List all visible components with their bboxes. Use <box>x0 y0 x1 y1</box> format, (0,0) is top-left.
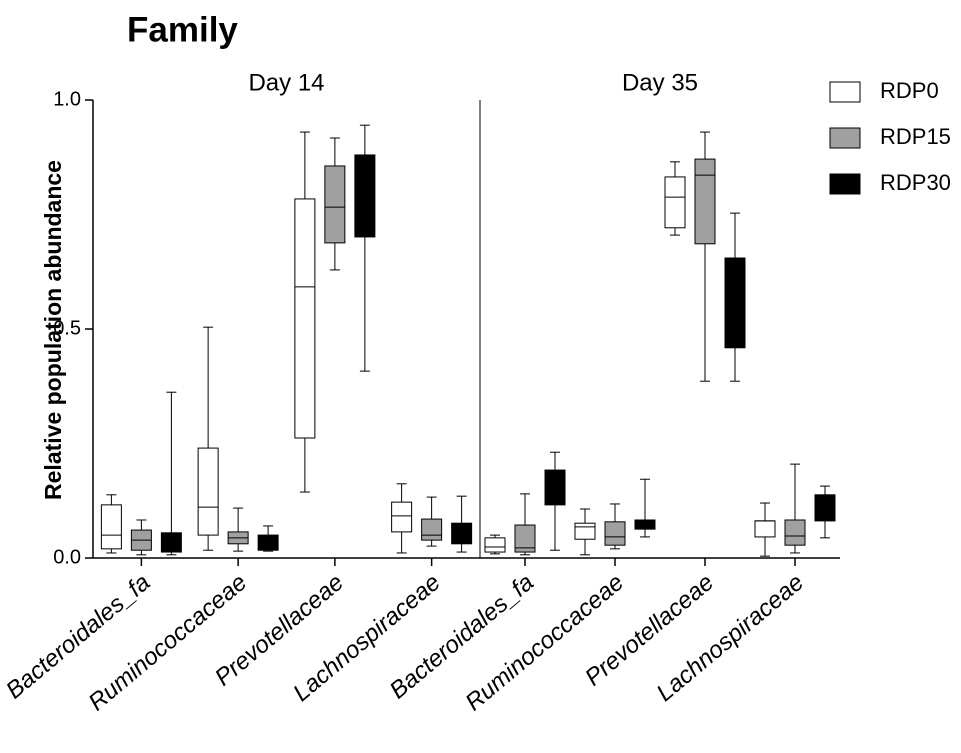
box <box>634 519 656 530</box>
y-tick-label: 1.0 <box>53 88 81 110</box>
box <box>514 524 536 553</box>
legend-swatch <box>829 173 861 195</box>
box <box>421 518 443 541</box>
legend-label: RDP15 <box>880 124 951 149</box>
box <box>257 534 279 551</box>
box <box>724 257 746 349</box>
box <box>197 447 219 536</box>
box <box>294 198 316 439</box>
legend-swatch <box>829 81 861 103</box>
facet-label: Day 14 <box>248 69 324 96</box>
legend-label: RDP30 <box>880 170 951 195</box>
box <box>784 519 806 546</box>
legend-swatch <box>829 127 861 149</box>
box <box>451 522 473 545</box>
legend-label: RDP0 <box>880 78 939 103</box>
y-tick-label: 0.0 <box>53 546 81 568</box>
facet-label: Day 35 <box>622 69 698 96</box>
box <box>100 504 122 550</box>
box <box>391 501 413 533</box>
box <box>574 522 596 540</box>
box <box>544 469 566 506</box>
y-axis-label: Relative population abundance <box>40 160 66 500</box>
box <box>324 165 346 244</box>
box <box>754 520 776 538</box>
box <box>694 158 716 245</box>
y-tick-label: 0.5 <box>53 317 81 339</box>
chart-title: Family <box>127 10 238 49</box>
x-tick-label: Ruminococcaceae <box>460 569 629 717</box>
box <box>604 521 626 546</box>
box <box>484 537 506 553</box>
box <box>354 154 376 238</box>
box <box>160 532 182 553</box>
x-tick-label: Ruminococcaceae <box>83 569 252 717</box>
box <box>664 176 686 229</box>
x-tick-label: Lachnospiraceae <box>652 569 809 707</box>
